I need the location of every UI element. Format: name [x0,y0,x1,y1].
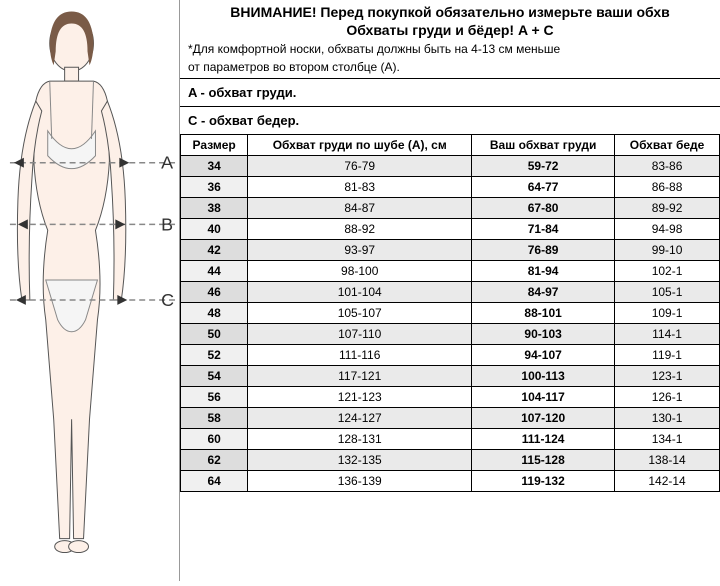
table-cell: 128-131 [248,429,472,450]
table-cell: 138-14 [615,450,720,471]
table-cell: 42 [181,240,248,261]
table-cell: 126-1 [615,387,720,408]
table-cell: 117-121 [248,366,472,387]
label-a: A [161,153,173,173]
table-cell: 114-1 [615,324,720,345]
table-cell: 64-77 [472,177,615,198]
title-line-2: Обхваты груди и бёдер! A + C [188,22,712,38]
table-cell: 119-132 [472,471,615,492]
table-cell: 67-80 [472,198,615,219]
table-cell: 76-79 [248,156,472,177]
col-hip: Обхват беде [615,135,720,156]
table-row: 58124-127107-120130-1 [181,408,720,429]
table-row: 46101-10484-97105-1 [181,282,720,303]
table-cell: 81-83 [248,177,472,198]
table-cell: 123-1 [615,366,720,387]
table-cell: 56 [181,387,248,408]
label-b: B [161,214,173,234]
table-cell: 89-92 [615,198,720,219]
table-cell: 40 [181,219,248,240]
table-cell: 99-10 [615,240,720,261]
size-table: Размер Обхват груди по шубе (A), см Ваш … [180,134,720,492]
table-row: 62132-135115-128138-14 [181,450,720,471]
section-a-label: A - обхват груди. [180,79,720,107]
table-cell: 36 [181,177,248,198]
note-line-1: *Для комфортной носки, обхваты должны бы… [188,42,712,56]
table-cell: 104-117 [472,387,615,408]
table-cell: 100-113 [472,366,615,387]
table-cell: 101-104 [248,282,472,303]
table-cell: 48 [181,303,248,324]
table-header-row: Размер Обхват груди по шубе (A), см Ваш … [181,135,720,156]
table-cell: 88-92 [248,219,472,240]
table-cell: 105-1 [615,282,720,303]
table-cell: 44 [181,261,248,282]
table-row: 3476-7959-7283-86 [181,156,720,177]
table-cell: 111-124 [472,429,615,450]
table-cell: 34 [181,156,248,177]
table-cell: 84-87 [248,198,472,219]
table-cell: 46 [181,282,248,303]
table-cell: 60 [181,429,248,450]
note-line-2: от параметров во втором столбце (A). [188,60,712,74]
table-cell: 124-127 [248,408,472,429]
table-row: 50107-11090-103114-1 [181,324,720,345]
body-figure: A B C [0,0,180,581]
table-cell: 71-84 [472,219,615,240]
section-c-label: C - обхват бедер. [180,107,720,134]
table-cell: 58 [181,408,248,429]
table-row: 4293-9776-8999-10 [181,240,720,261]
table-cell: 90-103 [472,324,615,345]
table-row: 60128-131111-124134-1 [181,429,720,450]
table-cell: 76-89 [472,240,615,261]
table-row: 3884-8767-8089-92 [181,198,720,219]
table-cell: 130-1 [615,408,720,429]
table-row: 64136-139119-132142-14 [181,471,720,492]
title-line-1: ВНИМАНИЕ! Перед покупкой обязательно изм… [188,4,712,20]
table-cell: 115-128 [472,450,615,471]
table-cell: 107-110 [248,324,472,345]
table-cell: 88-101 [472,303,615,324]
table-cell: 136-139 [248,471,472,492]
table-cell: 111-116 [248,345,472,366]
table-cell: 64 [181,471,248,492]
table-cell: 54 [181,366,248,387]
col-bust-coat: Обхват груди по шубе (A), см [248,135,472,156]
table-cell: 121-123 [248,387,472,408]
table-cell: 38 [181,198,248,219]
table-cell: 107-120 [472,408,615,429]
table-cell: 109-1 [615,303,720,324]
label-c: C [161,290,174,310]
table-cell: 142-14 [615,471,720,492]
table-cell: 98-100 [248,261,472,282]
table-cell: 52 [181,345,248,366]
table-row: 54117-121100-113123-1 [181,366,720,387]
table-row: 3681-8364-7786-88 [181,177,720,198]
table-cell: 83-86 [615,156,720,177]
table-cell: 84-97 [472,282,615,303]
table-row: 52111-11694-107119-1 [181,345,720,366]
header-block: ВНИМАНИЕ! Перед покупкой обязательно изм… [180,0,720,79]
table-cell: 119-1 [615,345,720,366]
table-cell: 94-98 [615,219,720,240]
table-row: 48105-10788-101109-1 [181,303,720,324]
table-cell: 105-107 [248,303,472,324]
table-cell: 94-107 [472,345,615,366]
table-cell: 93-97 [248,240,472,261]
table-cell: 86-88 [615,177,720,198]
table-cell: 81-94 [472,261,615,282]
table-cell: 50 [181,324,248,345]
table-cell: 102-1 [615,261,720,282]
table-cell: 59-72 [472,156,615,177]
table-row: 4498-10081-94102-1 [181,261,720,282]
table-row: 56121-123104-117126-1 [181,387,720,408]
table-row: 4088-9271-8494-98 [181,219,720,240]
table-cell: 132-135 [248,450,472,471]
table-cell: 62 [181,450,248,471]
col-your-bust: Ваш обхват груди [472,135,615,156]
content: ВНИМАНИЕ! Перед покупкой обязательно изм… [180,0,720,581]
col-size: Размер [181,135,248,156]
table-cell: 134-1 [615,429,720,450]
